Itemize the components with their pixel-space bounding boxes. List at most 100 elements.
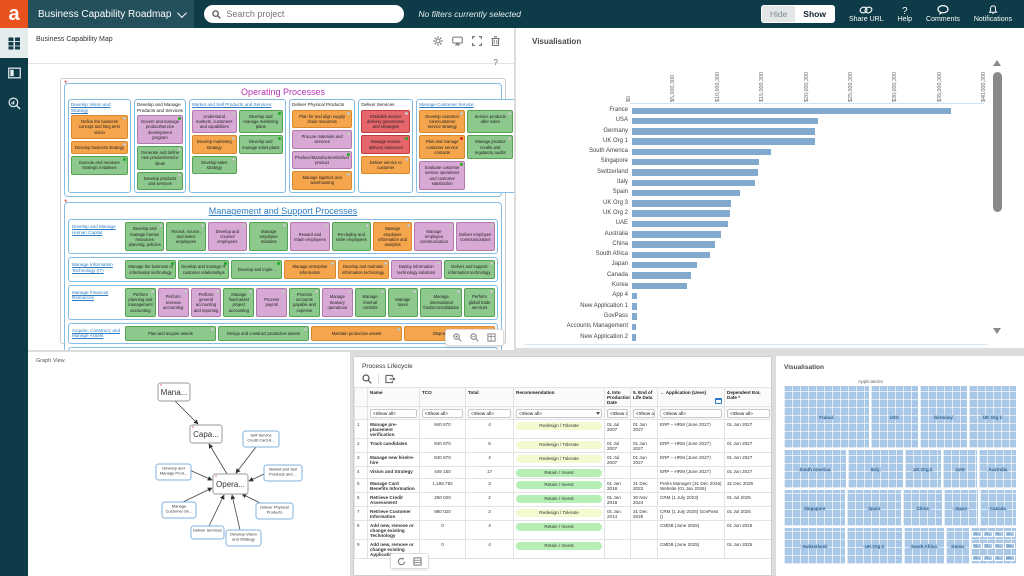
treemap-mini-cell[interactable]: H... bbox=[993, 542, 1004, 549]
treemap-cell-uk-org-3[interactable]: UK Org 3 bbox=[847, 528, 902, 564]
search-box[interactable] bbox=[204, 5, 405, 23]
column-header[interactable]: Dependent EoL Date * bbox=[724, 387, 771, 407]
treemap-mini-cell[interactable]: N... bbox=[982, 542, 993, 549]
project-switcher[interactable]: Business Capability Roadmap bbox=[28, 0, 195, 28]
capability-cell[interactable]: Manage product recalls and regulatory au… bbox=[467, 135, 514, 159]
capability-row-header[interactable]: Manage Information Technology (IT) bbox=[72, 262, 113, 273]
column-header[interactable]: Name bbox=[367, 387, 420, 407]
zoom-out-icon[interactable] bbox=[470, 333, 479, 342]
capability-group-header[interactable]: Develop Vision and Strategy bbox=[71, 102, 111, 113]
hide-button[interactable]: Hide bbox=[761, 6, 796, 22]
treemap-cell-japan[interactable]: Japan bbox=[943, 490, 978, 526]
capability-cell[interactable]: Govern and manage product/service develo… bbox=[137, 115, 183, 144]
capability-cell[interactable]: Recruit, source, and select employees bbox=[166, 222, 206, 252]
collapse-marker-icon[interactable]: + bbox=[64, 80, 68, 86]
grid-view-icon[interactable] bbox=[413, 556, 422, 566]
table-row[interactable]: 3 Manage new hire/re-hire 840 870 4 Redesign… bbox=[354, 452, 771, 467]
bar[interactable] bbox=[632, 251, 711, 259]
filter-input[interactable]: <Show all> bbox=[468, 408, 511, 418]
graph-node-services[interactable]: Deliver Services bbox=[190, 525, 225, 540]
comments-button[interactable]: Comments bbox=[926, 5, 960, 23]
ardoq-logo[interactable]: a bbox=[0, 0, 28, 28]
bar[interactable] bbox=[632, 179, 756, 187]
capability-cell[interactable]: Manage the business of information techn… bbox=[125, 260, 177, 279]
capability-cell[interactable]: Design and construct productive assets bbox=[218, 325, 309, 342]
filter-input[interactable]: <Show all> bbox=[370, 408, 417, 418]
treemap-cell-switzerland[interactable]: Switzerland bbox=[784, 528, 846, 564]
bar[interactable] bbox=[632, 148, 771, 156]
capability-cell[interactable]: Develop customer care/customer service s… bbox=[419, 109, 466, 134]
chart-scrollbar[interactable] bbox=[993, 60, 1002, 334]
graph-node-opera[interactable]: Opera...* bbox=[212, 473, 249, 495]
capability-cell[interactable]: Develop sales strategy bbox=[192, 155, 237, 175]
treemap-cell-korea[interactable]: Korea bbox=[946, 528, 969, 564]
refresh-icon[interactable] bbox=[397, 556, 406, 566]
bar[interactable] bbox=[632, 241, 715, 248]
treemap-mini-cell[interactable]: N... bbox=[1005, 531, 1016, 538]
panel-help-glyph[interactable]: ? bbox=[493, 58, 498, 67]
treemap-cell-south-america[interactable]: South America bbox=[784, 450, 846, 488]
table-search-icon[interactable] bbox=[362, 374, 372, 384]
capability-cell[interactable]: Manage logistics and warehousing bbox=[292, 171, 353, 190]
treemap-mini-cell[interactable]: N... bbox=[971, 542, 982, 549]
bar[interactable] bbox=[632, 323, 637, 331]
capability-cell[interactable]: Reward and retain employees bbox=[290, 222, 330, 252]
bar[interactable] bbox=[632, 313, 637, 320]
capability-cell[interactable]: Maintain productive assets bbox=[311, 325, 402, 342]
filter-input[interactable]: <Show all> bbox=[422, 408, 463, 418]
capability-cell[interactable]: Manage taxes bbox=[387, 287, 419, 317]
scroll-up-icon[interactable] bbox=[993, 60, 1001, 66]
column-header[interactable]: TCO bbox=[419, 387, 466, 407]
column-header[interactable]: 5. End of Life Data bbox=[630, 387, 658, 407]
capability-cell[interactable]: Develop marketing strategy bbox=[192, 135, 237, 154]
bar[interactable] bbox=[632, 282, 688, 290]
capability-cell[interactable]: Manage fixed-asset project accounting bbox=[223, 287, 255, 317]
help-button[interactable]: ? Help bbox=[897, 6, 913, 23]
show-button[interactable]: Show bbox=[795, 6, 834, 22]
treemap-mini-cell[interactable]: A... bbox=[993, 554, 1004, 561]
search-input[interactable] bbox=[226, 9, 397, 19]
capability-row-header[interactable]: Develop and Manage Human Capital bbox=[72, 224, 116, 235]
capability-cell[interactable]: Develop and manage sales plans bbox=[238, 135, 283, 154]
filter-input[interactable]: <Show all> bbox=[727, 408, 770, 418]
management-support-title[interactable]: Management and Support Processes bbox=[208, 206, 358, 217]
column-header[interactable]: Recommendation bbox=[513, 387, 605, 407]
capability-cell[interactable]: Produce/Manufacture/Deliver product bbox=[292, 150, 353, 169]
filter-input[interactable]: <Show all> bbox=[516, 408, 602, 418]
capability-cell[interactable]: Plan for and align supply chain resource… bbox=[292, 109, 353, 128]
bar[interactable] bbox=[632, 200, 732, 207]
capability-cell[interactable]: Plan and manage customer service contact… bbox=[419, 135, 466, 159]
notifications-button[interactable]: Notifications bbox=[974, 5, 1012, 23]
capability-cell[interactable]: Perform revenue accounting bbox=[157, 287, 189, 317]
table-row[interactable]: 5 Manage Card Benefits Information 1,188,7… bbox=[354, 478, 771, 493]
table-row[interactable]: 8 Add new, remove or change existing Tech… bbox=[354, 520, 771, 540]
fullscreen-icon[interactable] bbox=[472, 36, 482, 46]
fit-to-screen-icon[interactable] bbox=[487, 333, 496, 342]
treemap-mini-cell[interactable]: Go... bbox=[1005, 542, 1016, 549]
capability-cell[interactable]: Plan and acquire assets bbox=[125, 325, 216, 342]
bar[interactable] bbox=[632, 303, 638, 310]
treemap-cell-singapore[interactable]: Singapore bbox=[784, 490, 846, 526]
treemap-mini-cell[interactable]: N... bbox=[993, 531, 1004, 538]
sidebar-item-explore[interactable] bbox=[0, 88, 28, 118]
bar[interactable] bbox=[632, 169, 759, 176]
share-url-button[interactable]: Share URL bbox=[849, 5, 884, 23]
capability-cell[interactable]: Manage enterprise information bbox=[284, 260, 336, 279]
capability-cell[interactable]: Develop and manage marketing plans bbox=[238, 109, 283, 134]
capability-cell[interactable]: Evaluate customer service operations and… bbox=[419, 161, 466, 190]
bar[interactable] bbox=[632, 334, 637, 341]
delete-icon[interactable] bbox=[491, 36, 500, 46]
capability-cell[interactable]: Deploy information technology solutions bbox=[390, 260, 442, 279]
column-header[interactable]: Total bbox=[465, 387, 514, 407]
table-row[interactable]: 1 Manage pre-placement verification 840 87… bbox=[354, 419, 771, 439]
capability-cell[interactable]: Generate and define new product/service … bbox=[137, 146, 183, 170]
capability-cell[interactable]: Define the business concept and long ter… bbox=[71, 115, 128, 139]
calendar-icon[interactable] bbox=[715, 398, 722, 404]
capability-cell[interactable]: Develop and imple... bbox=[231, 260, 283, 279]
treemap-mini-cell[interactable]: N... bbox=[982, 531, 993, 538]
treemap-cell-france[interactable]: France bbox=[784, 386, 869, 448]
treemap-cell-uk-org-1[interactable]: UK Org 1 bbox=[968, 386, 1016, 448]
